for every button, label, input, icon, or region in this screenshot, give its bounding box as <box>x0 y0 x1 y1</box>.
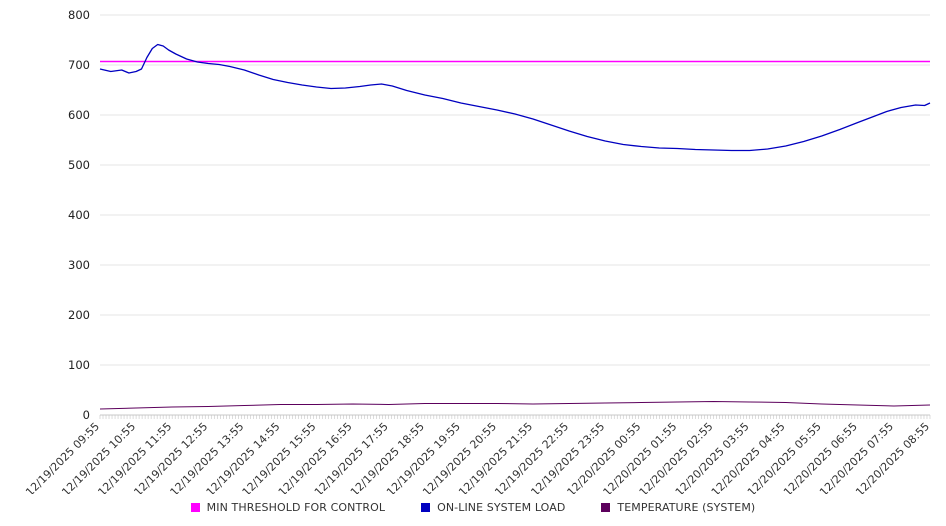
legend-label-system-load: ON-LINE SYSTEM LOAD <box>437 500 566 514</box>
y-axis-tick-label: 500 <box>68 158 90 172</box>
y-axis-tick-label: 700 <box>68 58 90 72</box>
series-line <box>99 43 931 152</box>
legend-label-temperature: TEMPERATURE (SYSTEM) <box>617 500 756 514</box>
y-axis-tick-label: 400 <box>68 208 90 222</box>
legend-item-min-threshold: MIN THRESHOLD FOR CONTROL <box>190 500 386 514</box>
legend-swatch-temperature-icon <box>601 502 611 512</box>
y-axis-tick-label: 600 <box>68 108 90 122</box>
y-axis-tick-label: 0 <box>83 408 90 422</box>
y-axis-tick-label: 200 <box>68 308 90 322</box>
legend-label-min-threshold: MIN THRESHOLD FOR CONTROL <box>206 500 386 514</box>
y-axis-tick-label: 300 <box>68 258 90 272</box>
legend-item-system-load: ON-LINE SYSTEM LOAD <box>421 501 565 514</box>
legend-item-temperature: TEMPERATURE (SYSTEM) <box>601 501 755 514</box>
y-axis-tick-label: 100 <box>68 358 90 372</box>
y-axis-tick-label: 800 <box>68 8 90 22</box>
x-axis-tick-label: 12/19/2025 09:55 <box>23 420 102 494</box>
legend-swatch-system-load-icon <box>421 502 431 512</box>
line-chart-canvas: 0 100 200 300 400 500 600 700 800 12/19/2025 09:5… <box>23 8 932 494</box>
chart-legend: MIN THRESHOLD FOR CONTROL ON-LINE SYSTEM… <box>0 492 946 522</box>
legend-swatch-min-threshold-icon <box>190 502 200 512</box>
series-line <box>99 401 931 410</box>
